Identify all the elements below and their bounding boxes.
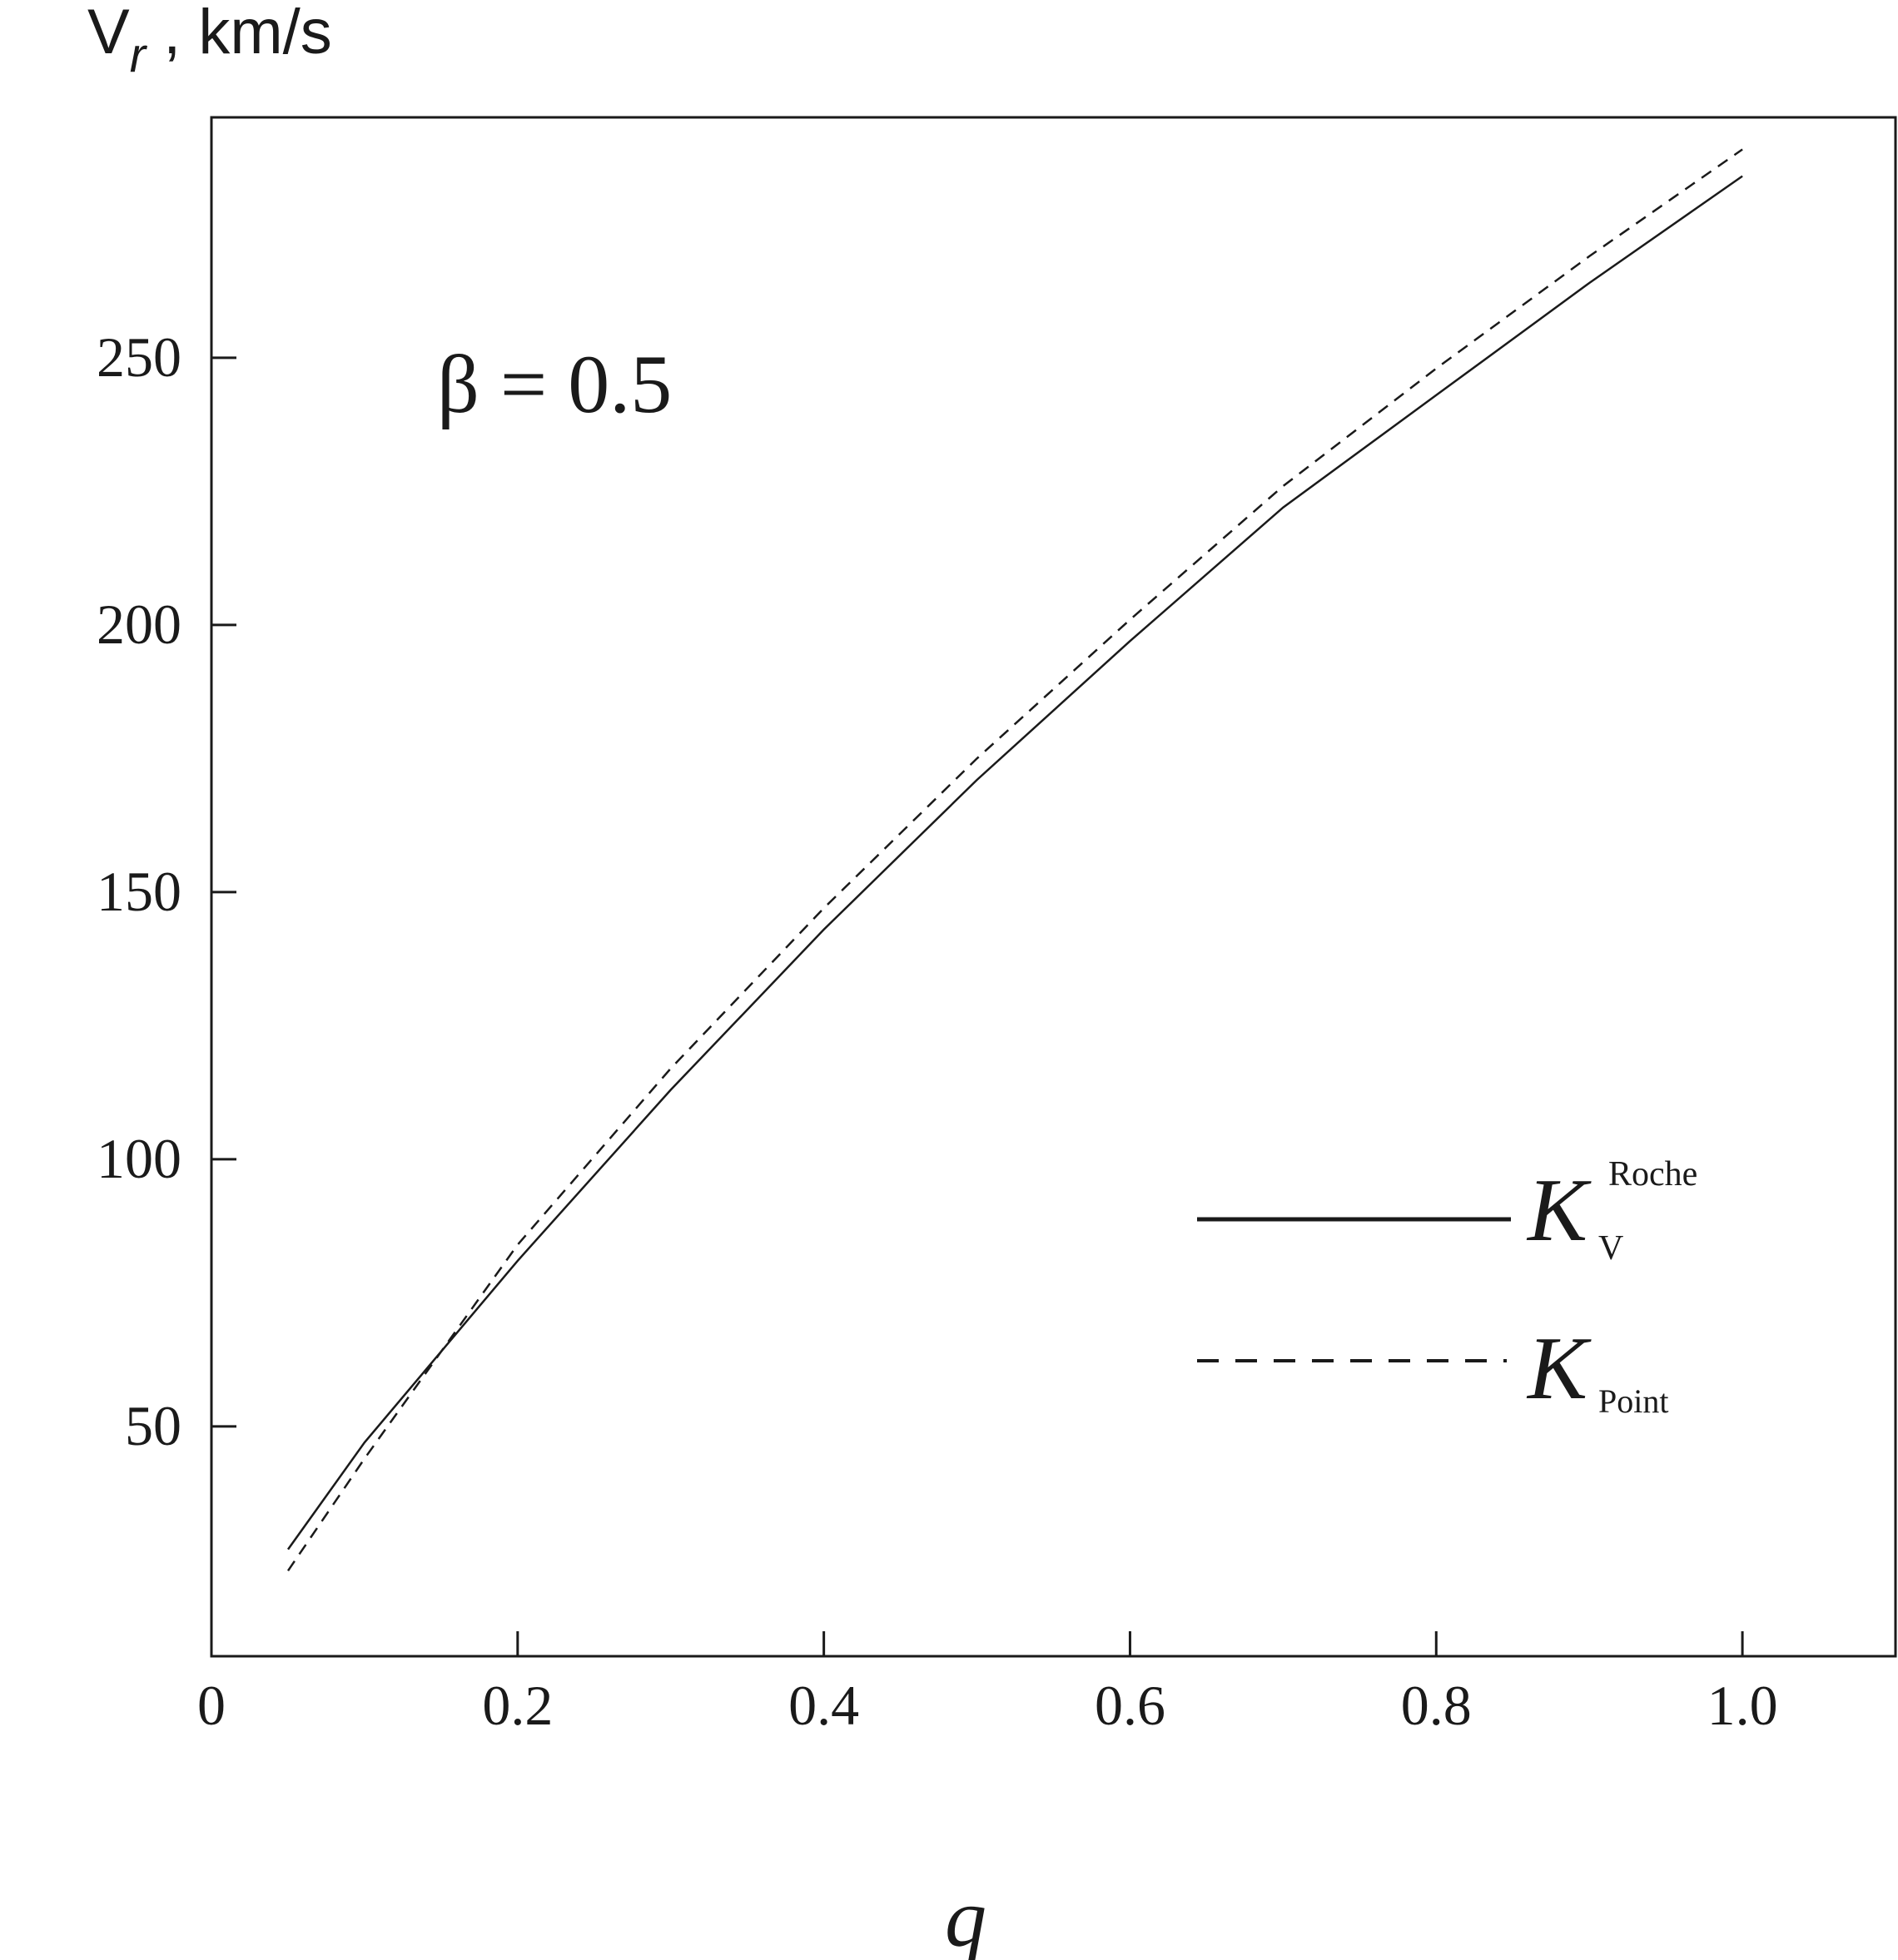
y-tick-label: 100 — [97, 1127, 181, 1190]
y-axis-label: Vr , km/s — [87, 0, 332, 82]
x-tick-label: 0.8 — [1401, 1674, 1472, 1737]
x-tick-label: 0 — [197, 1674, 226, 1737]
series-group — [286, 148, 1743, 1572]
legend: K Roche V K Point — [1197, 1155, 1697, 1420]
x-tick-label: 0.4 — [788, 1674, 859, 1737]
y-axis-label-main: V — [87, 0, 130, 67]
legend-label-roche: K — [1526, 1161, 1592, 1260]
y-tick-label: 250 — [97, 325, 181, 389]
x-tick-label: 0.6 — [1095, 1674, 1165, 1737]
y-tick-label: 200 — [97, 593, 181, 656]
y-axis-label-unit: , km/s — [146, 0, 332, 67]
plot-frame — [210, 116, 1897, 1658]
legend-point-main: K — [1526, 1319, 1592, 1418]
series-line-point — [286, 148, 1743, 1572]
y-axis-label-sub: r — [130, 28, 148, 82]
legend-label-point: K — [1526, 1319, 1592, 1418]
y-axis-ticks: 50 100 150 200 250 — [97, 325, 236, 1457]
x-tick-label: 1.0 — [1707, 1674, 1778, 1737]
series-line-roche — [286, 175, 1743, 1551]
beta-annotation: β = 0.5 — [437, 338, 672, 430]
legend-roche-main: K — [1526, 1161, 1592, 1260]
x-tick-label: 0.2 — [482, 1674, 553, 1737]
x-axis-ticks: 0 0.2 0.4 0.6 0.8 1.0 — [197, 1631, 1778, 1737]
x-axis-label: q — [945, 1872, 986, 1960]
y-tick-label: 50 — [125, 1394, 181, 1457]
legend-roche-sup: Roche — [1608, 1155, 1697, 1193]
legend-point-sub: Point — [1598, 1382, 1668, 1420]
legend-roche-sub: V — [1598, 1229, 1623, 1268]
y-tick-label: 150 — [97, 860, 181, 923]
